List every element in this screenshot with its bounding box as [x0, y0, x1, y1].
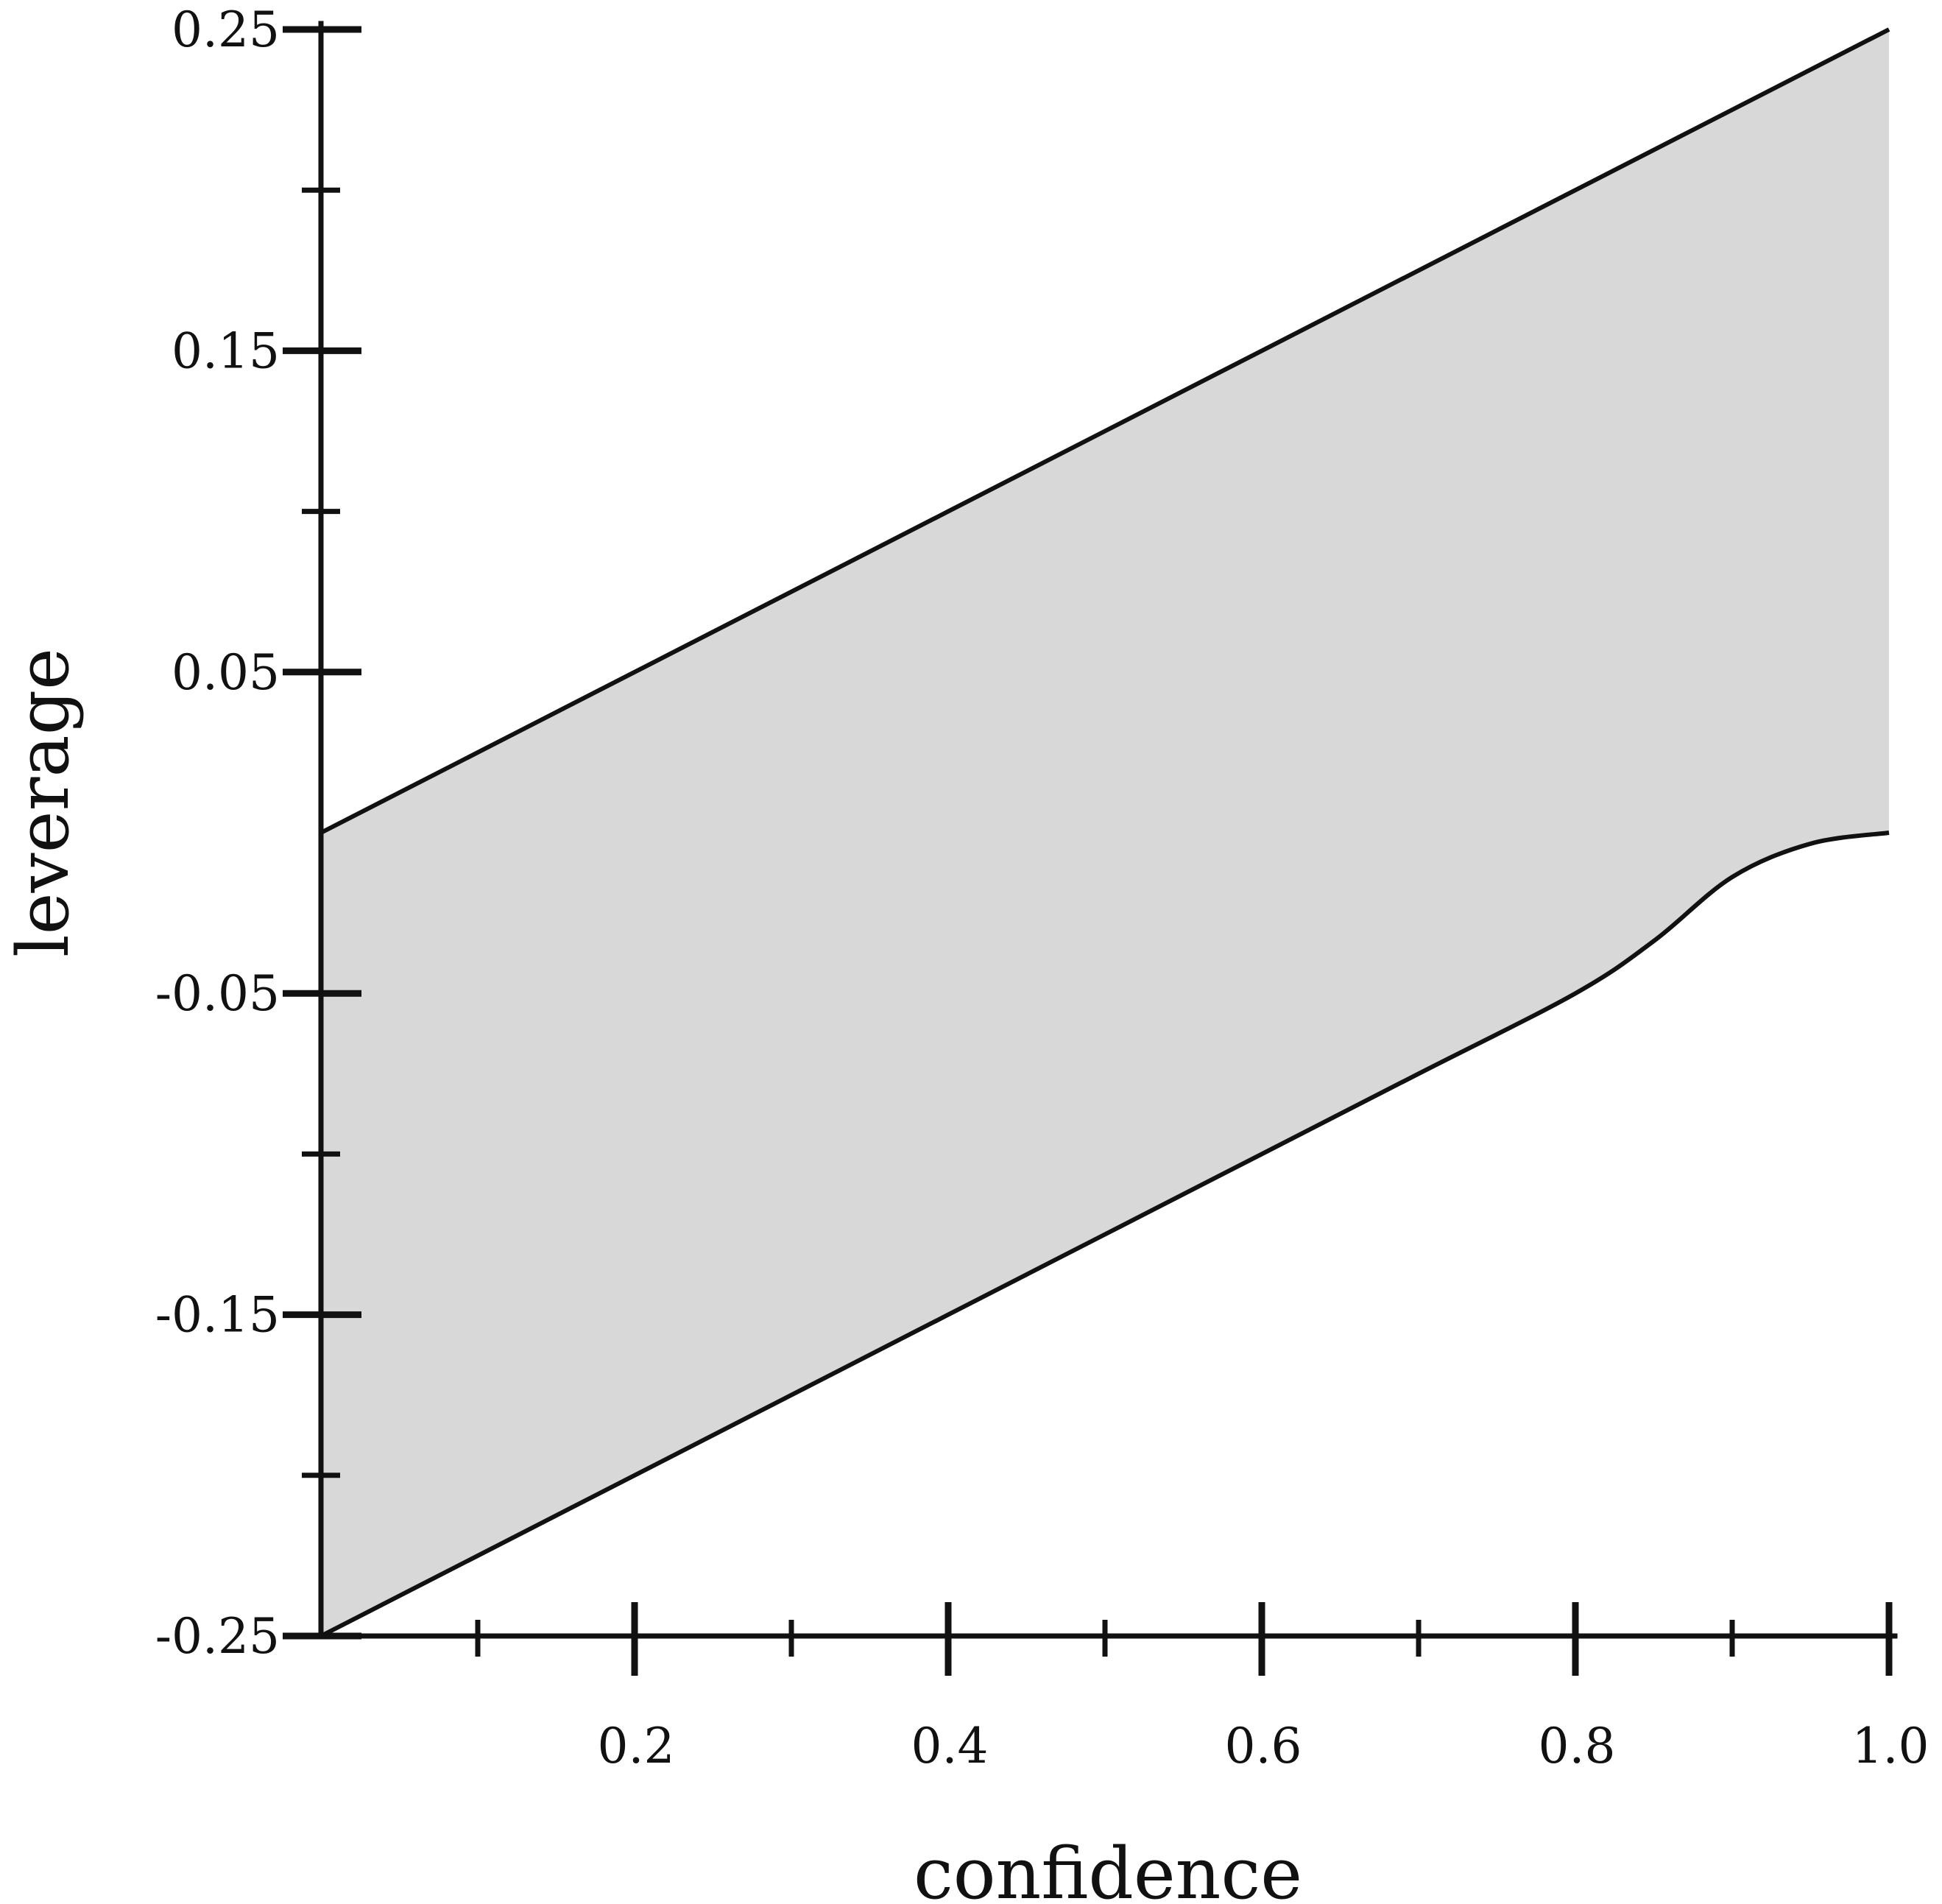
- y-tick-label: 0.15: [172, 322, 280, 379]
- y-axis-ticks: 0.25 0.15 0.05 -0.05 -0.15 -0.25: [155, 1, 361, 1665]
- y-axis-title: leverage: [2, 648, 85, 957]
- plot-area: [319, 27, 1890, 1638]
- x-tick-label: 1.0: [1852, 1718, 1929, 1774]
- y-tick-label: -0.05: [155, 965, 280, 1022]
- lower-bound-line: [319, 831, 1890, 1638]
- x-tick-label: 0.2: [598, 1718, 675, 1774]
- y-tick-label: -0.15: [155, 1287, 280, 1344]
- x-tick-label: 0.4: [911, 1718, 989, 1774]
- x-axis-ticks: 0.2 0.4 0.6 0.8 1.0: [475, 1602, 1929, 1774]
- y-tick-label: -0.25: [155, 1608, 280, 1665]
- x-axis-title: confidence: [914, 1833, 1302, 1904]
- y-tick-label: 0.25: [172, 1, 280, 58]
- upper-bound-line: [319, 27, 1890, 835]
- y-tick-label: 0.05: [172, 644, 280, 701]
- x-tick-label: 0.6: [1225, 1718, 1302, 1774]
- feasible-region-band: [321, 29, 1889, 1636]
- x-tick-label: 0.8: [1539, 1718, 1616, 1774]
